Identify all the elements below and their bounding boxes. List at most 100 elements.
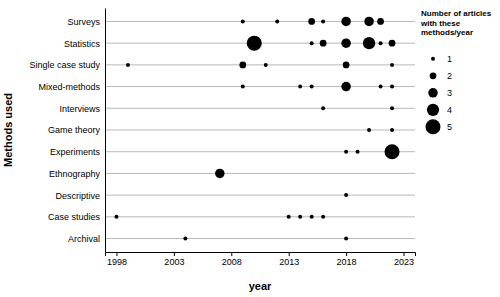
y-tick: Descriptive — [55, 191, 105, 201]
x-tick-mark — [231, 252, 232, 256]
point — [126, 63, 130, 67]
point — [310, 85, 314, 89]
point — [377, 18, 384, 25]
legend-title: Number of articleswith thesemethods/year — [420, 9, 492, 37]
grid-line — [105, 151, 415, 152]
y-tick: Surveys — [67, 17, 105, 27]
y-tick-label: Descriptive — [55, 191, 100, 201]
legend-marker — [426, 119, 441, 134]
point — [275, 19, 279, 23]
point — [287, 215, 291, 219]
x-tick-label: 2013 — [279, 257, 299, 267]
point — [321, 106, 325, 110]
legend-marker — [427, 104, 439, 116]
grid-line — [105, 64, 415, 65]
chart: 1998 2003 2008 2013 2018 2023 Surveys Statistic… — [0, 0, 500, 297]
grid-line — [105, 195, 415, 196]
legend-marker — [431, 57, 435, 61]
legend-marker — [430, 72, 437, 79]
point — [390, 106, 394, 110]
point — [367, 128, 371, 132]
legend-item: 2 — [430, 71, 452, 81]
point — [264, 63, 268, 67]
point — [321, 19, 325, 23]
legend-label: 2 — [447, 71, 452, 81]
x-tick-mark — [116, 252, 117, 256]
point — [390, 63, 394, 67]
y-tick-label: Ethnography — [49, 169, 101, 179]
x-tick: 2008 — [222, 252, 242, 267]
y-tick: Statistics — [64, 39, 105, 49]
point — [390, 128, 394, 132]
point — [114, 215, 118, 219]
point — [363, 37, 375, 49]
x-axis-line — [106, 253, 416, 257]
point — [356, 150, 360, 154]
point — [385, 144, 400, 159]
y-tick-label: Statistics — [64, 39, 101, 49]
point — [390, 85, 394, 89]
y-axis: Surveys Statistics Single case study Mixed-… — [29, 9, 105, 253]
legend-item: 3 — [428, 88, 452, 98]
grid-line — [105, 238, 415, 239]
point — [341, 82, 351, 92]
y-tick-label: Game theory — [48, 125, 101, 135]
x-tick-mark — [404, 252, 405, 256]
x-tick: 2018 — [337, 252, 357, 267]
x-tick: 1998 — [107, 252, 127, 267]
legend-item: 1 — [431, 54, 452, 64]
y-tick: Game theory — [48, 125, 105, 135]
x-tick-label: 2008 — [222, 257, 242, 267]
x-axis-title: year — [249, 280, 272, 292]
grid-line — [105, 86, 415, 87]
point — [321, 215, 325, 219]
point — [341, 17, 351, 27]
point — [379, 41, 383, 45]
point — [298, 215, 302, 219]
grid-line — [105, 216, 415, 217]
legend-label: 4 — [447, 105, 452, 115]
points — [114, 17, 399, 241]
legend-item: 5 — [426, 119, 453, 134]
legend-title-line: Number of articles — [421, 9, 492, 18]
x-axis: 1998 2003 2008 2013 2018 2023 — [106, 252, 416, 267]
point — [239, 62, 246, 69]
y-axis-line — [105, 9, 106, 253]
grid — [105, 21, 415, 238]
y-tick: Ethnography — [49, 169, 105, 179]
point — [320, 40, 327, 47]
y-tick-label: Surveys — [67, 17, 100, 27]
point — [183, 237, 187, 241]
x-tick-mark — [289, 252, 290, 256]
y-tick: Interviews — [59, 104, 105, 114]
x-tick-mark — [346, 252, 347, 256]
x-tick-label: 2003 — [164, 257, 184, 267]
x-tick-mark — [174, 252, 175, 256]
grid-line — [105, 173, 415, 174]
point — [310, 41, 314, 45]
y-tick: Mixed-methods — [38, 82, 105, 92]
point — [308, 18, 315, 25]
point — [379, 85, 383, 89]
y-tick-label: Single case study — [29, 60, 100, 70]
legend-label: 3 — [447, 88, 452, 98]
grid-line — [105, 108, 415, 109]
point — [215, 169, 225, 179]
x-tick-label: 1998 — [107, 257, 127, 267]
y-tick: Archival — [68, 234, 105, 244]
y-tick-label: Mixed-methods — [38, 82, 100, 92]
y-tick: Case studies — [48, 212, 105, 222]
x-tick-label: 2023 — [394, 257, 414, 267]
y-tick-label: Archival — [68, 234, 100, 244]
y-tick-label: Interviews — [59, 104, 100, 114]
point — [344, 193, 348, 197]
point — [364, 17, 374, 27]
y-tick-label: Experiments — [50, 147, 101, 157]
legend: Number of articleswith thesemethods/year… — [420, 9, 492, 134]
point — [389, 40, 396, 47]
x-tick: 2013 — [279, 252, 299, 267]
point — [247, 36, 262, 51]
x-tick: 2003 — [164, 252, 184, 267]
point — [298, 85, 302, 89]
legend-title-line: with these — [420, 19, 461, 28]
